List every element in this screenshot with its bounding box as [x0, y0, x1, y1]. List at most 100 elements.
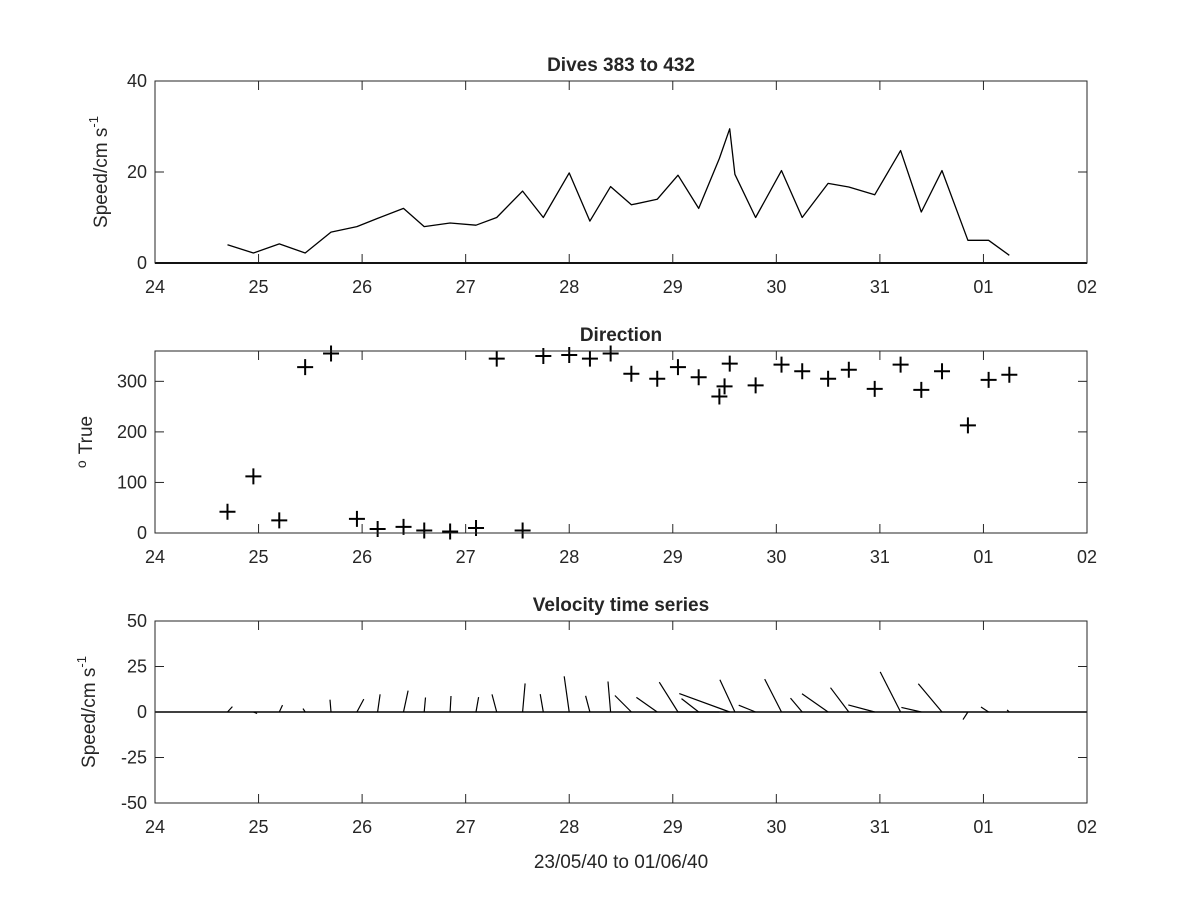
velocity-stick	[980, 706, 989, 713]
direction-panel-ticks: 24 25 26 27 28 29 30 31 01 02 0 100 200 300	[117, 351, 1097, 567]
direction-point	[395, 518, 412, 535]
direction-point	[866, 380, 883, 397]
direction-point	[245, 468, 262, 485]
direction-point	[271, 512, 288, 529]
velocity-panel-xtick-label: 02	[1077, 817, 1097, 837]
velocity-stick	[679, 693, 730, 713]
velocity-stick	[563, 676, 570, 713]
velocity-panel-xtick-label: 30	[766, 817, 786, 837]
speed-panel-xtick-label: 26	[352, 277, 372, 297]
velocity-panel-ytick-label: -25	[121, 748, 147, 768]
velocity-stick	[801, 693, 829, 713]
velocity-stick	[614, 695, 632, 713]
direction-point	[690, 369, 707, 386]
direction-point	[820, 370, 837, 387]
direction-point	[794, 363, 811, 380]
speed-panel-ticks: 24 25 26 27 28 29 30 31 01 02 0 20 40	[127, 71, 1097, 297]
speed-panel-ytick-label: 40	[127, 71, 147, 91]
velocity-panel-ylabel: Speed/cm s-1	[74, 656, 100, 768]
velocity-stick	[423, 697, 427, 713]
direction-point	[934, 363, 951, 380]
direction-point	[219, 503, 236, 520]
velocity-stick	[764, 678, 783, 713]
velocity-stick	[790, 697, 803, 713]
speed-panel-xtick-label: 30	[766, 277, 786, 297]
velocity-stick	[539, 693, 544, 713]
velocity-stick	[491, 694, 498, 713]
speed-panel-title: Dives 383 to 432	[547, 55, 695, 76]
velocity-panel-xlabel: 23/05/40 to 01/06/40	[534, 852, 708, 873]
velocity-stick	[962, 711, 969, 720]
direction-point	[348, 510, 365, 527]
velocity-stick	[585, 695, 591, 713]
velocity-panel-xtick-label: 26	[352, 817, 372, 837]
direction-point	[323, 345, 340, 362]
velocity-stick	[475, 696, 480, 713]
velocity-panel: Velocity time series 24 25 26 27 28 29 30 31 01 0…	[74, 595, 1097, 873]
direction-point	[581, 350, 598, 367]
velocity-panel-ytick-label: 50	[127, 611, 147, 631]
direction-point	[297, 359, 314, 376]
direction-panel-ytick-label: 300	[117, 371, 147, 391]
velocity-stick	[738, 704, 756, 713]
speed-panel-xtick-label: 31	[870, 277, 890, 297]
direction-point	[747, 377, 764, 394]
direction-point	[1001, 366, 1018, 383]
velocity-panel-xtick-label: 29	[663, 817, 683, 837]
direction-panel-marks	[219, 345, 1018, 540]
direction-point	[416, 522, 433, 539]
direction-panel-ytick-label: 0	[137, 523, 147, 543]
velocity-panel-xtick-label: 25	[249, 817, 269, 837]
direction-point	[488, 350, 505, 367]
velocity-stick	[356, 698, 365, 713]
velocity-panel-ytick-label: -50	[121, 793, 147, 813]
velocity-stick	[253, 711, 258, 715]
speed-panel-xtick-label: 28	[559, 277, 579, 297]
direction-panel-ytick-label: 200	[117, 422, 147, 442]
direction-point	[602, 345, 619, 362]
speed-panel-ytick-label: 20	[127, 162, 147, 182]
velocity-stick	[227, 706, 233, 713]
direction-point	[980, 371, 997, 388]
direction-panel-xtick-label: 30	[766, 547, 786, 567]
direction-panel-xtick-label: 24	[145, 547, 165, 567]
velocity-stick	[901, 706, 922, 713]
velocity-panel-xtick-label: 27	[456, 817, 476, 837]
direction-panel-xtick-label: 01	[973, 547, 993, 567]
direction-point	[369, 520, 386, 537]
direction-panel-title: Direction	[580, 325, 662, 346]
direction-panel-xtick-label: 28	[559, 547, 579, 567]
velocity-stick	[879, 671, 902, 713]
velocity-panel-marks	[155, 671, 1087, 720]
velocity-stick	[658, 681, 679, 713]
velocity-stick	[1006, 709, 1010, 713]
direction-point	[716, 378, 733, 395]
direction-panel-xtick-label: 27	[456, 547, 476, 567]
velocity-stick	[377, 694, 381, 713]
velocity-stick	[681, 698, 700, 713]
direction-point	[669, 359, 686, 376]
velocity-stick	[917, 683, 943, 713]
velocity-stick	[636, 696, 658, 713]
direction-point	[892, 356, 909, 373]
direction-panel-xtick-label: 29	[663, 547, 683, 567]
speed-panel-ylabel-main: Speed/cm s	[91, 128, 112, 228]
velocity-stick	[449, 695, 452, 713]
velocity-panel-ylabel-exponent: -1	[74, 656, 89, 668]
velocity-panel-ylabel-main: Speed/cm s	[79, 668, 100, 768]
speed-panel-xtick-label: 27	[456, 277, 476, 297]
velocity-panel-axes-box	[154, 620, 1088, 804]
direction-panel-ylabel-main: True	[76, 416, 97, 454]
velocity-panel-xtick-label: 01	[973, 817, 993, 837]
speed-panel-xtick-label: 02	[1077, 277, 1097, 297]
velocity-panel-xtick-label: 24	[145, 817, 165, 837]
velocity-stick	[522, 683, 526, 713]
direction-point	[773, 356, 790, 373]
direction-panel-xtick-label: 02	[1077, 547, 1097, 567]
velocity-panel-title: Velocity time series	[533, 595, 709, 616]
speed-panel-xtick-label: 29	[663, 277, 683, 297]
velocity-stick	[302, 708, 306, 713]
direction-panel-xtick-label: 31	[870, 547, 890, 567]
direction-panel: Direction 24 25 26 27 28 29 30 31 01 02 0 100 200 300…	[73, 325, 1097, 567]
